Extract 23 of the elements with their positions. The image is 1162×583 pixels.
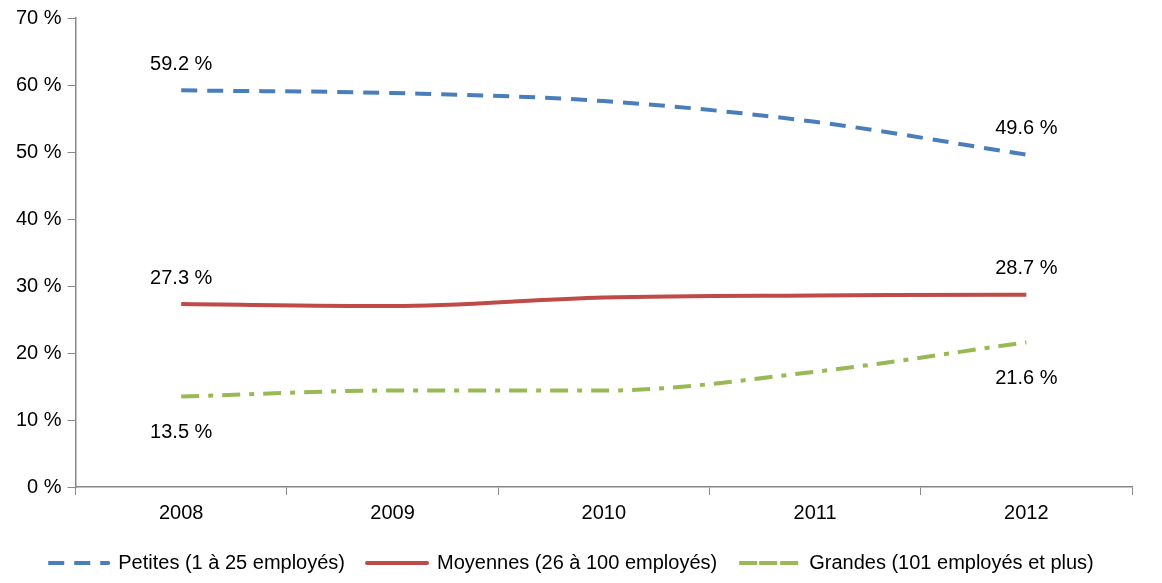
line-series xyxy=(179,292,1029,309)
y-tick-label: 60 % xyxy=(15,72,62,95)
legend-label: Moyennes (26 à 100 employés) xyxy=(437,550,718,573)
legend-label: Grandes (101 employés et plus) xyxy=(809,550,1094,573)
y-tick-label: 10 % xyxy=(15,407,62,430)
y-tick-label: 20 % xyxy=(15,340,62,363)
data-label: 27.3 % xyxy=(150,265,213,288)
x-tick-label: 2009 xyxy=(370,500,415,523)
y-tick-label: 30 % xyxy=(15,273,62,296)
x-tick-label: 2010 xyxy=(581,500,627,523)
y-tick-label: 40 % xyxy=(15,206,62,229)
x-tick-label: 2011 xyxy=(793,500,837,523)
legend-label: Petites (1 à 25 employés) xyxy=(118,550,346,573)
y-tick-label: 50 % xyxy=(15,139,62,162)
data-label: 21.6 % xyxy=(995,365,1058,388)
data-label: 28.7 % xyxy=(995,256,1058,279)
data-label: 59.2 % xyxy=(150,51,213,74)
data-label: 49.6 % xyxy=(995,116,1058,139)
data-label: 13.5 % xyxy=(150,420,213,443)
x-tick-label: 2008 xyxy=(158,500,204,523)
y-tick-label: 0 % xyxy=(27,474,62,497)
y-tick-label: 70 % xyxy=(15,5,62,28)
x-tick-label: 2012 xyxy=(1004,500,1049,523)
